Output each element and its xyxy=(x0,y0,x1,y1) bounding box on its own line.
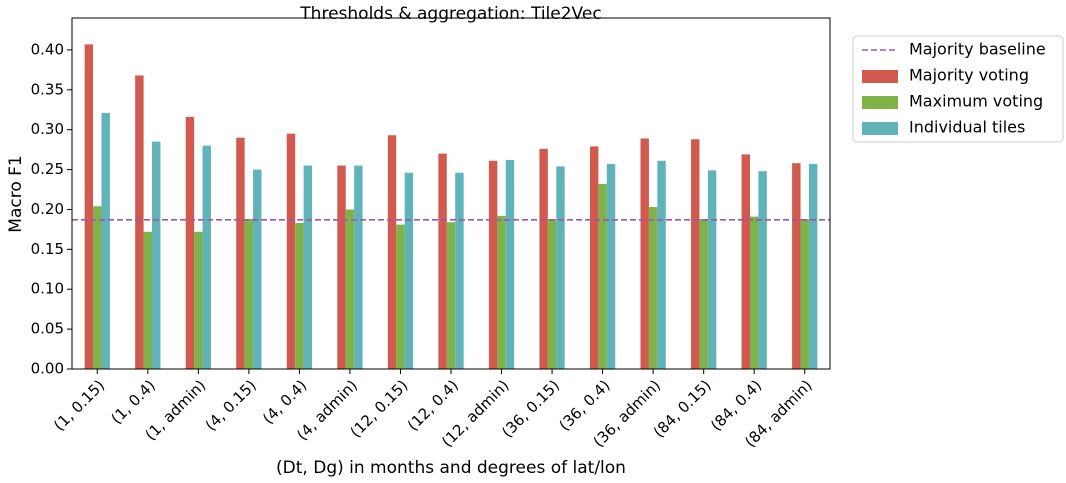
bar xyxy=(202,145,211,369)
legend-swatch xyxy=(862,96,898,109)
bar xyxy=(236,137,245,369)
bar xyxy=(497,215,506,369)
bar xyxy=(792,163,801,369)
bar xyxy=(396,224,405,369)
bar xyxy=(741,154,750,369)
bar xyxy=(93,206,102,369)
x-tick-label: (4, 0.15) xyxy=(202,376,260,434)
y-axis-label: Macro F1 xyxy=(6,155,26,232)
bar xyxy=(152,141,161,369)
bar xyxy=(84,44,94,369)
bar xyxy=(657,160,666,369)
bar xyxy=(143,231,153,369)
legend-label: Majority baseline xyxy=(909,40,1046,59)
bar xyxy=(438,153,447,369)
bar xyxy=(808,163,818,369)
legend-label: Majority voting xyxy=(909,66,1029,85)
bar xyxy=(800,219,809,369)
x-tick-label: (1, 0.15) xyxy=(50,376,108,434)
bar xyxy=(345,209,355,369)
bar xyxy=(505,159,515,369)
bar xyxy=(303,165,313,369)
bar xyxy=(699,219,708,369)
bar xyxy=(749,216,759,369)
bar xyxy=(589,146,599,369)
bar xyxy=(707,170,717,369)
bar xyxy=(185,116,195,369)
bar xyxy=(295,223,304,369)
y-tick-label: 0.05 xyxy=(31,320,64,338)
y-tick-label: 0.20 xyxy=(31,200,64,218)
bar xyxy=(640,138,649,369)
bar xyxy=(244,219,254,369)
bar xyxy=(387,135,397,369)
bar xyxy=(539,148,548,369)
plot-frame xyxy=(71,17,831,370)
legend-swatch xyxy=(862,70,898,83)
legend-label: Maximum voting xyxy=(909,92,1043,111)
bar xyxy=(286,133,296,369)
bar xyxy=(253,169,262,369)
bar xyxy=(337,165,346,369)
bar xyxy=(446,222,456,369)
bar xyxy=(691,139,700,369)
bar xyxy=(404,172,414,369)
bar xyxy=(758,171,767,369)
chart-title: Thresholds & aggregation: Tile2Vec xyxy=(299,4,601,24)
legend-box xyxy=(852,35,1064,143)
y-tick-label: 0.40 xyxy=(31,40,64,58)
y-tick-label: 0.00 xyxy=(31,360,64,378)
bar xyxy=(135,75,144,369)
y-tick-label: 0.35 xyxy=(31,80,64,98)
bar xyxy=(455,172,464,369)
bar xyxy=(556,166,565,369)
bar xyxy=(547,219,557,369)
x-axis-label: (Dt, Dg) in months and degrees of lat/lo… xyxy=(276,458,626,478)
y-tick-label: 0.10 xyxy=(31,280,64,298)
y-tick-label: 0.25 xyxy=(31,160,64,178)
bar xyxy=(488,160,498,369)
bar xyxy=(606,163,616,369)
bar xyxy=(101,112,110,370)
x-tick-label: (4, 0.4) xyxy=(259,376,310,427)
legend-label: Individual tiles xyxy=(909,118,1025,137)
x-tick-label: (1, 0.4) xyxy=(107,376,158,427)
legend-swatch xyxy=(862,122,898,135)
bar xyxy=(194,231,203,369)
y-tick-label: 0.30 xyxy=(31,120,64,138)
bar xyxy=(598,183,607,369)
bar xyxy=(648,207,658,369)
y-tick-label: 0.15 xyxy=(31,240,64,258)
bar xyxy=(354,165,363,369)
